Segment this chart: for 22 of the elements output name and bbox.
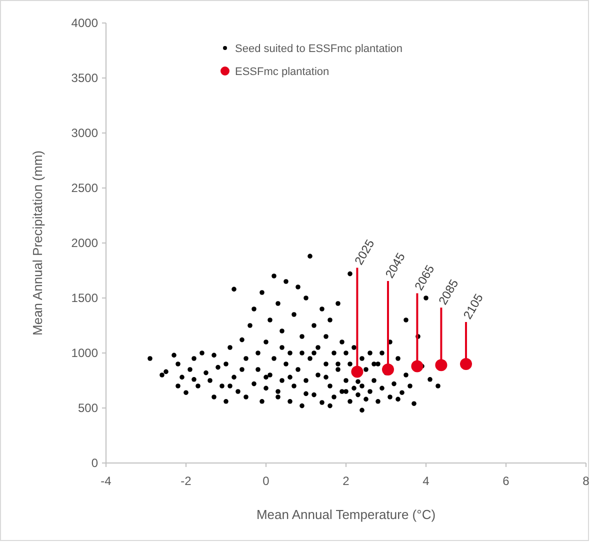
x-tick-label: -2 [180, 474, 192, 488]
x-tick-label: -4 [100, 474, 112, 488]
x-tick-label: 2 [342, 474, 350, 488]
x-tick-label: 0 [262, 474, 270, 488]
legend-label: Seed suited to ESSFmc plantation [235, 43, 403, 55]
point [382, 364, 394, 376]
legend-label: ESSFmc plantation [235, 66, 330, 78]
x-tick-label: 6 [502, 474, 510, 488]
x-tick-label: 8 [582, 474, 590, 488]
y-tick-label: 2500 [71, 181, 98, 195]
y-axis-title: Mean Annual Precipitation (mm) [30, 150, 45, 336]
y-tick-label: 3500 [71, 71, 98, 85]
y-tick-label: 2000 [71, 236, 98, 250]
y-tick-label: 3000 [71, 126, 98, 140]
point [435, 359, 448, 372]
y-tick-label: 1000 [71, 346, 98, 360]
y-tick-label: 500 [78, 401, 98, 415]
x-axis-title: Mean Annual Temperature (°C) [256, 507, 436, 522]
y-tick-label: 4000 [71, 16, 98, 30]
y-tick-label: 1500 [71, 291, 98, 305]
y-tick-label: 0 [91, 456, 98, 470]
x-tick-label: 4 [422, 474, 430, 488]
